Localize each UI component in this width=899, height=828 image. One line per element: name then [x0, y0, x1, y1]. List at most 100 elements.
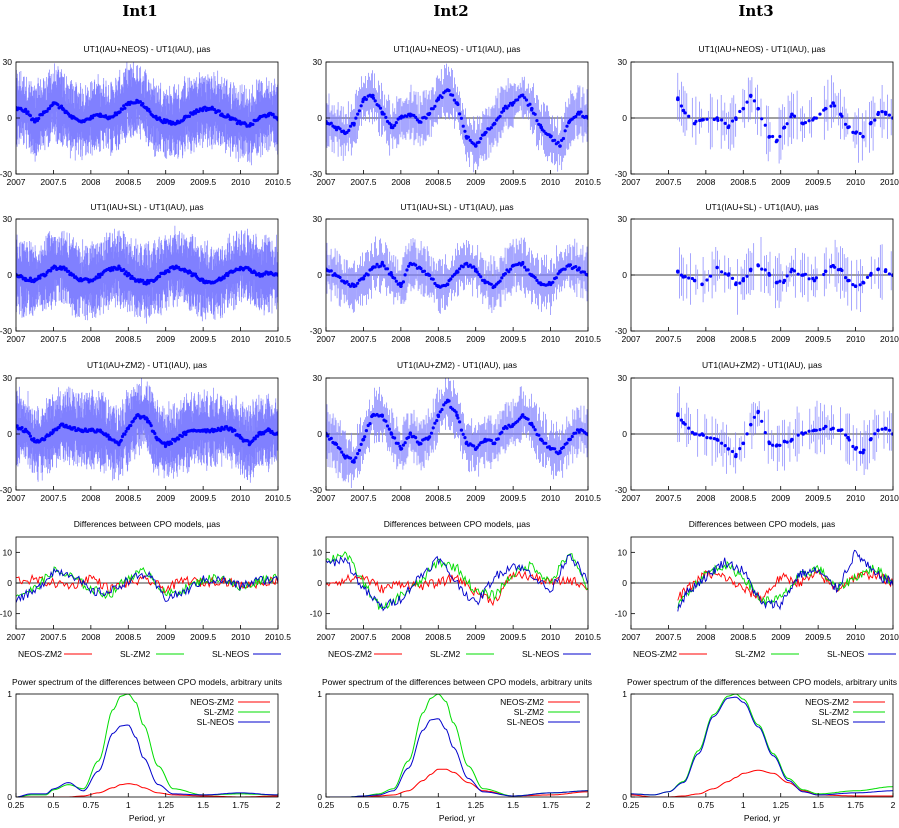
x-tick-label: 1.25 — [157, 800, 174, 810]
data-point — [417, 119, 422, 124]
y-tick-label: 1 — [317, 689, 322, 699]
data-point — [563, 129, 567, 133]
data-point — [475, 270, 479, 274]
data-point — [705, 278, 709, 282]
data-point — [530, 422, 534, 427]
y-tick-label: -30 — [310, 326, 323, 336]
data-point — [705, 117, 709, 121]
panel-title: UT1(IAU+ZM2) - UT1(IAU), µas — [702, 360, 822, 370]
data-point — [67, 269, 71, 273]
x-tick-label: 2009.5 — [190, 632, 216, 642]
data-point — [539, 282, 544, 287]
y-tick-label: -30 — [0, 169, 12, 179]
data-point — [354, 456, 358, 460]
data-point — [357, 109, 361, 113]
data-point — [131, 419, 135, 423]
x-tick-label: 2010 — [846, 177, 865, 187]
data-point — [449, 277, 453, 281]
data-point — [266, 112, 271, 117]
data-point — [748, 422, 753, 427]
data-point — [553, 138, 557, 142]
data-point — [790, 112, 794, 117]
data-point — [814, 276, 819, 280]
data-point — [32, 437, 36, 441]
x-tick-label: 2010.5 — [880, 493, 899, 503]
data-point — [356, 281, 360, 285]
y-tick-label: 0 — [7, 113, 12, 123]
data-point — [851, 283, 855, 287]
data-point — [405, 268, 409, 272]
data-point — [730, 119, 735, 123]
x-axis-label: Period, yr — [439, 813, 476, 823]
x-tick-label: 2009 — [156, 493, 175, 503]
data-point — [220, 426, 224, 431]
x-tick-label: 2008.5 — [730, 177, 756, 187]
data-point — [880, 427, 884, 431]
data-point — [389, 432, 394, 436]
data-point — [876, 428, 880, 433]
x-tick-label: 2008 — [81, 493, 100, 503]
data-point — [385, 267, 390, 271]
y-tick-label: 0 — [317, 578, 322, 588]
data-point — [452, 98, 456, 102]
data-point — [730, 449, 735, 454]
data-point — [831, 426, 835, 431]
data-point — [822, 272, 826, 277]
data-point — [197, 109, 201, 113]
data-point — [393, 123, 397, 127]
series-line-neos-zm2 — [16, 783, 278, 797]
x-tick-label: 2008 — [696, 334, 715, 344]
legend-label: SL-ZM2 — [735, 649, 766, 659]
data-point — [373, 99, 377, 103]
x-tick-label: 2007.5 — [350, 177, 376, 187]
data-point — [120, 434, 125, 439]
data-point — [60, 106, 65, 111]
data-point — [730, 276, 735, 280]
series-line-neos-zm2 — [16, 573, 278, 595]
panel-title: UT1(IAU+NEOS) - UT1(IAU), µas — [394, 44, 521, 54]
data-point — [807, 429, 811, 433]
data-point — [458, 420, 462, 424]
data-point — [79, 428, 84, 433]
x-tick-label: 2009.5 — [190, 334, 216, 344]
data-point — [501, 426, 506, 431]
data-point — [812, 278, 817, 283]
data-point — [700, 282, 704, 287]
x-tick-label: 2010 — [231, 632, 250, 642]
x-tick-label: 2007.5 — [655, 334, 681, 344]
panel-row5-int2: Power spectrum of the differences betwee… — [317, 677, 592, 823]
data-point — [141, 278, 145, 282]
x-tick-label: 2008.5 — [425, 493, 451, 503]
data-point — [126, 273, 131, 277]
data-point — [760, 267, 764, 271]
data-point — [251, 439, 255, 443]
data-point — [431, 107, 435, 111]
data-point — [792, 269, 797, 273]
data-point — [158, 116, 162, 120]
data-point — [70, 273, 74, 277]
data-point — [148, 110, 152, 114]
data-point — [79, 278, 84, 283]
x-tick-label: 0.75 — [83, 800, 100, 810]
data-point — [844, 276, 848, 280]
data-point — [748, 267, 753, 272]
plot-area — [326, 63, 588, 173]
data-point — [533, 276, 537, 280]
data-point — [168, 119, 172, 124]
y-tick-label: 0 — [317, 792, 322, 802]
data-point — [338, 127, 342, 131]
data-point — [129, 423, 133, 428]
data-point — [380, 262, 384, 266]
x-tick-label: 2007 — [7, 177, 26, 187]
x-tick-label: 2010 — [231, 334, 250, 344]
data-point — [831, 263, 835, 268]
data-point — [692, 121, 697, 126]
data-point — [574, 265, 578, 269]
data-point — [796, 272, 800, 276]
x-tick-label: 2008 — [81, 334, 100, 344]
data-point — [501, 106, 506, 111]
column-heading-int2: Int2 — [433, 2, 469, 20]
data-point — [361, 276, 366, 281]
data-point — [500, 430, 504, 434]
